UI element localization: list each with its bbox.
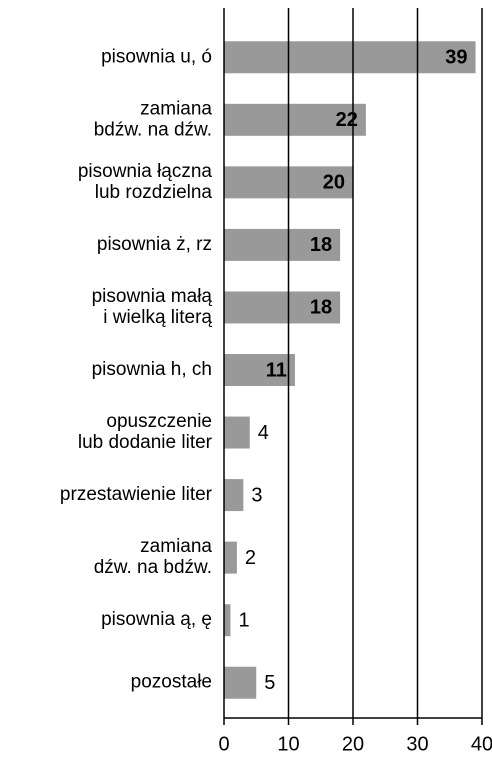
category-label: zamiana dźw. na bdźw. xyxy=(94,536,213,578)
bar xyxy=(224,228,341,261)
bar xyxy=(224,41,476,74)
value-label: 1 xyxy=(238,609,249,631)
value-label: 4 xyxy=(258,422,269,444)
category-label: zamiana bdźw. na dźw. xyxy=(94,98,213,140)
x-tick-label: 20 xyxy=(342,733,364,755)
bar xyxy=(224,541,237,574)
value-label: 3 xyxy=(251,484,262,506)
bar xyxy=(224,666,257,699)
category-label: pisownia małą i wielką literą xyxy=(92,286,213,328)
category-label: opuszczenie lub dodanie liter xyxy=(78,411,213,453)
category-label: pisownia u, ó xyxy=(101,46,212,67)
value-label: 11 xyxy=(266,359,287,381)
bar xyxy=(224,103,366,136)
x-tick-label: 40 xyxy=(471,733,492,755)
value-label: 18 xyxy=(310,234,332,256)
category-label: pisownia ą, ę xyxy=(101,609,212,630)
category-label: pisownia h, ch xyxy=(92,359,212,380)
value-label: 22 xyxy=(336,109,358,131)
category-label: przestawienie liter xyxy=(60,484,213,505)
x-tick-label: 30 xyxy=(406,733,428,755)
category-label: pisownia łączna lub rozdzielna xyxy=(78,161,213,203)
value-label: 39 xyxy=(445,47,467,69)
value-label: 18 xyxy=(310,297,332,319)
value-label: 20 xyxy=(323,172,345,194)
x-tick-label: 0 xyxy=(218,733,229,755)
bar xyxy=(224,479,244,512)
bar xyxy=(224,604,231,637)
bar xyxy=(224,291,341,324)
category-label: pozostałe xyxy=(131,672,212,693)
category-label: pisownia ż, rz xyxy=(97,234,212,255)
value-label: 5 xyxy=(264,672,275,694)
x-tick-label: 10 xyxy=(277,733,299,755)
value-label: 2 xyxy=(245,547,256,569)
bar xyxy=(224,354,295,386)
bar xyxy=(224,416,250,449)
